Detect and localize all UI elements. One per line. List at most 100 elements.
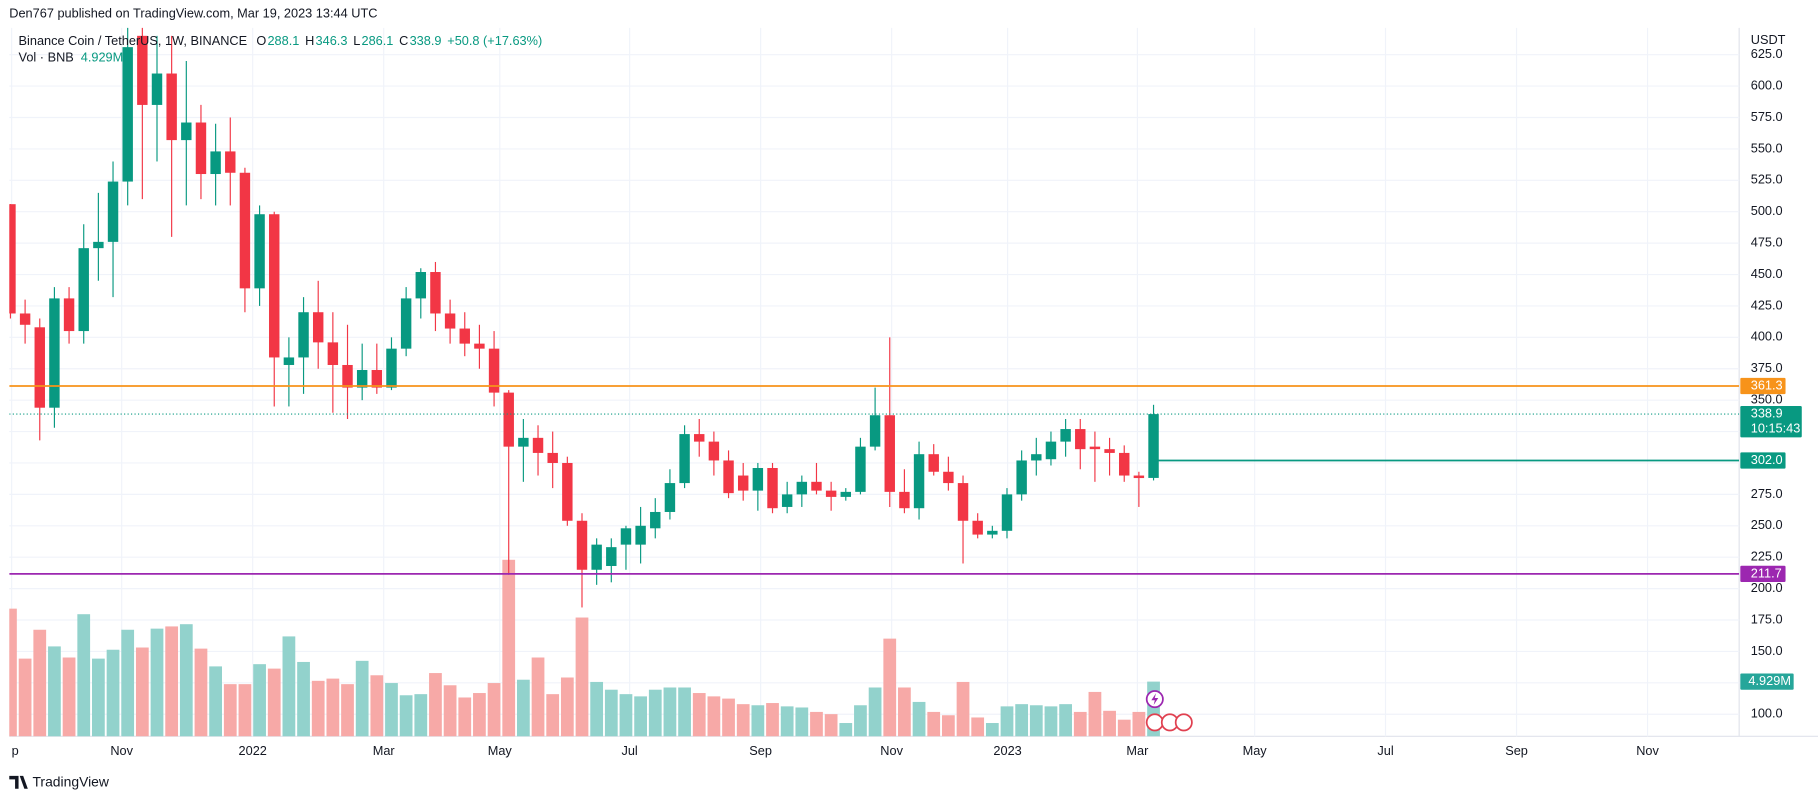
volume-bar (385, 683, 398, 737)
candle-body (1075, 429, 1086, 450)
volume-bar (868, 687, 882, 737)
volume-bar (1117, 719, 1131, 737)
legend-value: 338.9 (410, 33, 442, 48)
candle-body (1031, 454, 1042, 461)
candle-body (342, 364, 353, 388)
candle-body (723, 460, 734, 494)
volume-bar (238, 684, 252, 737)
price-label: 361.3 (1751, 377, 1783, 392)
current-price-box (1740, 405, 1802, 438)
candle-body (283, 357, 295, 365)
y-tick-label: 375.0 (1751, 360, 1783, 375)
volume-bar (473, 693, 486, 737)
candle-body (444, 313, 456, 329)
volume-bar (912, 701, 926, 737)
y-tick-label: 550.0 (1751, 140, 1783, 155)
candle-body (708, 441, 720, 461)
candle-body (796, 481, 808, 495)
volume-bar (1073, 711, 1087, 737)
volume-bar (1103, 710, 1116, 737)
volume-bar (106, 649, 120, 737)
volume-bar (780, 706, 794, 737)
unit-bg (1741, 32, 1812, 49)
volume-bar (663, 687, 677, 737)
x-tick-label: 2023 (993, 743, 1021, 758)
candle-body (1104, 449, 1115, 453)
volume-bar (692, 693, 706, 737)
price-label-box (1740, 377, 1786, 395)
candle-body (1119, 452, 1130, 476)
volume-bar (941, 715, 955, 737)
candle-body (9, 204, 16, 314)
candle-body (781, 494, 793, 507)
volume-bar (429, 673, 442, 737)
volume-bar (1015, 704, 1029, 737)
event-icons (1145, 690, 1193, 732)
y-tick-label: 400.0 (1751, 329, 1783, 344)
legend-prefix: L (353, 33, 360, 48)
y-tick-label: 225.0 (1751, 549, 1783, 564)
volume-legend-value: 4.929M (81, 50, 124, 65)
volume-bar (77, 614, 91, 737)
y-tick-label: 475.0 (1751, 234, 1783, 249)
volume-bar (1044, 706, 1058, 737)
brand: TradingView (32, 774, 109, 790)
attribution: Den767 published on TradingView.com, Mar… (9, 5, 377, 20)
x-tick-label: Jul (1377, 743, 1393, 758)
volume-bar (707, 696, 721, 737)
candle-body (694, 434, 705, 442)
candle-body (1148, 414, 1159, 478)
y-tick-label: 425.0 (1751, 297, 1783, 312)
volume-bar (1059, 704, 1072, 737)
volume-bar (355, 660, 369, 737)
candle-body (474, 343, 485, 349)
volume-bar (311, 680, 325, 737)
candle-body (1001, 494, 1013, 531)
candle-body (488, 348, 500, 393)
candle-body (1016, 460, 1027, 495)
volume-bar (297, 661, 310, 737)
volume-bar (62, 657, 76, 737)
volume-bar (956, 681, 970, 737)
candle-body (957, 483, 969, 521)
x-tick-label: Nov (110, 743, 133, 758)
axes: 100.0125.0150.0175.0200.0225.0250.0275.0… (12, 32, 1812, 758)
candle-body (503, 392, 514, 447)
candle-body (269, 214, 280, 358)
candle-body (650, 511, 661, 529)
volume-bar (985, 723, 999, 737)
volume-bar (648, 689, 662, 737)
volume-bar (9, 608, 17, 737)
volume-label-box (1740, 673, 1794, 690)
candle-body (63, 298, 75, 332)
y-tick-label: 525.0 (1751, 172, 1783, 187)
volume-bar (92, 658, 105, 737)
y-tick-label: 200.0 (1751, 580, 1783, 595)
candle-body (840, 491, 852, 497)
volume-bar (1029, 705, 1043, 737)
volume-bar (531, 657, 545, 737)
y-tick-label: 450.0 (1751, 266, 1783, 281)
candle-body (1089, 446, 1101, 450)
volume-bar (135, 647, 149, 737)
plot-area (9, 27, 1740, 737)
candle-body (239, 172, 251, 289)
volume-bar (824, 714, 838, 737)
candle-body (855, 446, 866, 492)
candle-body (371, 370, 383, 388)
candle-body (679, 434, 690, 484)
x-tick-label: p (12, 743, 19, 758)
legend: Binance Coin / TetherUS, 1W, BINANCE O 288… (19, 33, 543, 64)
volume-bar (414, 694, 428, 737)
price-label-box (1740, 565, 1786, 583)
y-tick-label: 575.0 (1751, 109, 1783, 124)
candle-body (737, 475, 749, 491)
volume-bar (546, 694, 560, 737)
candle-body (356, 370, 368, 388)
candle-body (811, 481, 822, 491)
candle-body (19, 313, 31, 325)
volume-bar (121, 629, 135, 737)
candle-body (195, 122, 207, 175)
candle-body (93, 241, 104, 249)
